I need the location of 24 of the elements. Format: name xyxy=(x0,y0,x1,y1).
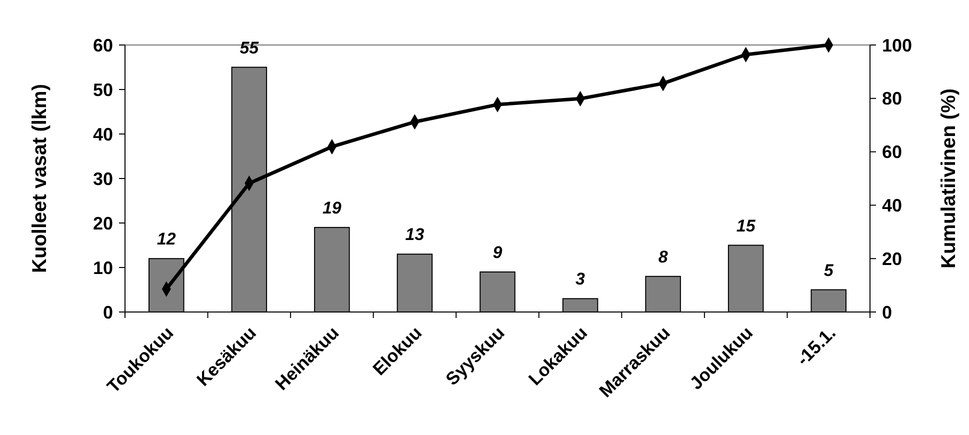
data-label: 12 xyxy=(156,230,176,249)
y2-tick-label: 60 xyxy=(882,142,902,162)
data-label: 19 xyxy=(322,198,342,218)
y2-axis-title: Kumulatiivinen (%) xyxy=(938,88,960,269)
y2-tick-label: 0 xyxy=(882,302,892,322)
data-label: 9 xyxy=(492,242,503,262)
y-tick-label: 10 xyxy=(92,258,113,278)
data-label: 13 xyxy=(405,225,425,244)
data-label: 3 xyxy=(576,270,586,289)
y2-tick-label: 20 xyxy=(882,248,902,269)
y-tick-label: 30 xyxy=(92,168,113,189)
y2-tick-label: 100 xyxy=(882,35,912,56)
y-axis-title: Kuolleet vasat (lkm) xyxy=(29,84,51,273)
y2-tick-label: 80 xyxy=(882,88,902,109)
data-label: 8 xyxy=(658,247,668,266)
y-tick-label: 40 xyxy=(92,124,113,144)
y-tick-label: 0 xyxy=(102,302,113,322)
y-tick-label: 20 xyxy=(92,213,113,234)
data-label: 15 xyxy=(736,216,756,236)
y2-tick-label: 40 xyxy=(882,196,902,216)
y-tick-label: 60 xyxy=(92,35,113,56)
y-tick-label: 50 xyxy=(92,80,113,100)
data-label: 55 xyxy=(240,38,260,58)
data-label: 5 xyxy=(824,260,834,280)
